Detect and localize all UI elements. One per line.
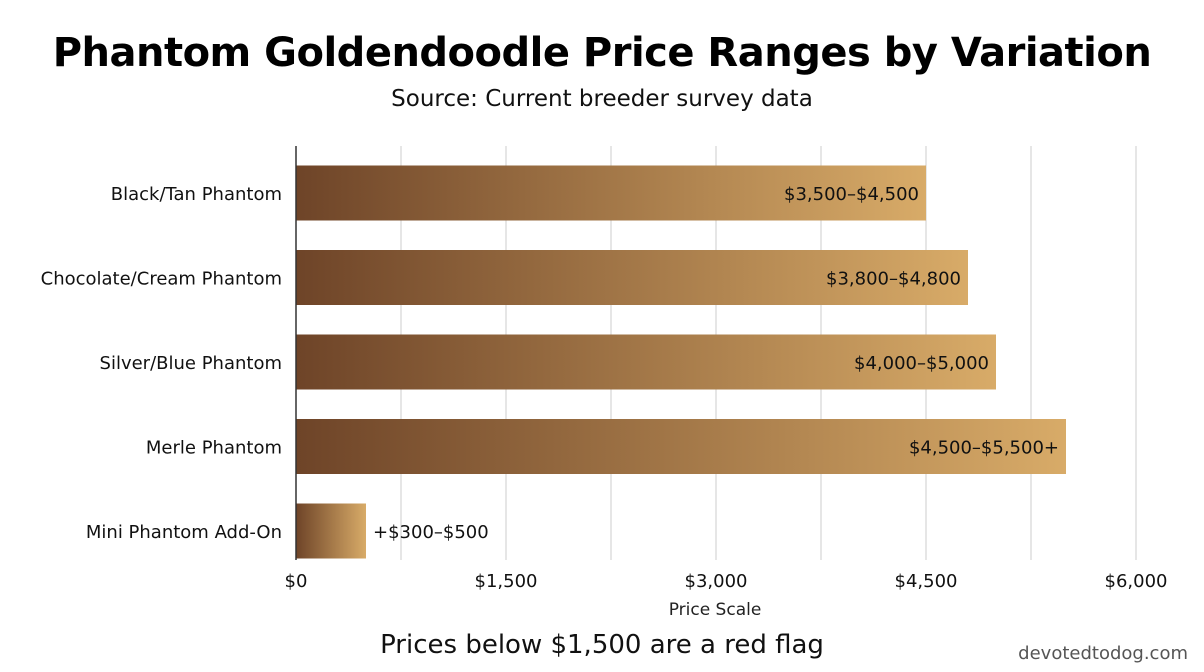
category-label: Silver/Blue Phantom (100, 353, 282, 374)
footnote: Prices below $1,500 are a red flag (380, 630, 824, 660)
chart-title: Phantom Goldendoodle Price Ranges by Var… (52, 30, 1152, 76)
bar (296, 503, 366, 559)
bar (296, 419, 1066, 474)
bar-value-label: $4,500–$5,500+ (909, 438, 1059, 459)
x-tick-label: $1,500 (475, 571, 538, 592)
bar (296, 250, 968, 305)
x-tick-label: $3,000 (685, 571, 748, 592)
category-label: Chocolate/Cream Phantom (41, 269, 282, 290)
x-tick-label: $4,500 (895, 571, 958, 592)
category-label: Mini Phantom Add-On (86, 522, 282, 543)
bar-value-label: +$300–$500 (373, 522, 489, 543)
watermark: devotedtodog.com (1018, 643, 1188, 664)
category-labels: Black/Tan Phantom Chocolate/Cream Phantom… (41, 184, 282, 543)
x-tick-label: $0 (285, 571, 308, 592)
category-label: Merle Phantom (146, 438, 282, 459)
x-axis-label: Price Scale (669, 600, 762, 620)
bar-value-label: $4,000–$5,000 (854, 353, 989, 374)
bar-value-label: $3,500–$4,500 (784, 184, 919, 205)
bars: $3,500–$4,500 $3,800–$4,800 $4,000–$5,000 $… (296, 165, 1066, 559)
x-tick-label: $6,000 (1105, 571, 1168, 592)
chart-subtitle: Source: Current breeder survey data (391, 86, 813, 112)
bar-value-label: $3,800–$4,800 (826, 269, 961, 290)
category-label: Black/Tan Phantom (111, 184, 282, 205)
bar (296, 165, 926, 221)
x-tick-labels: $0 $1,500 $3,000 $4,500 $6,000 (285, 571, 1168, 592)
bar (296, 334, 996, 390)
